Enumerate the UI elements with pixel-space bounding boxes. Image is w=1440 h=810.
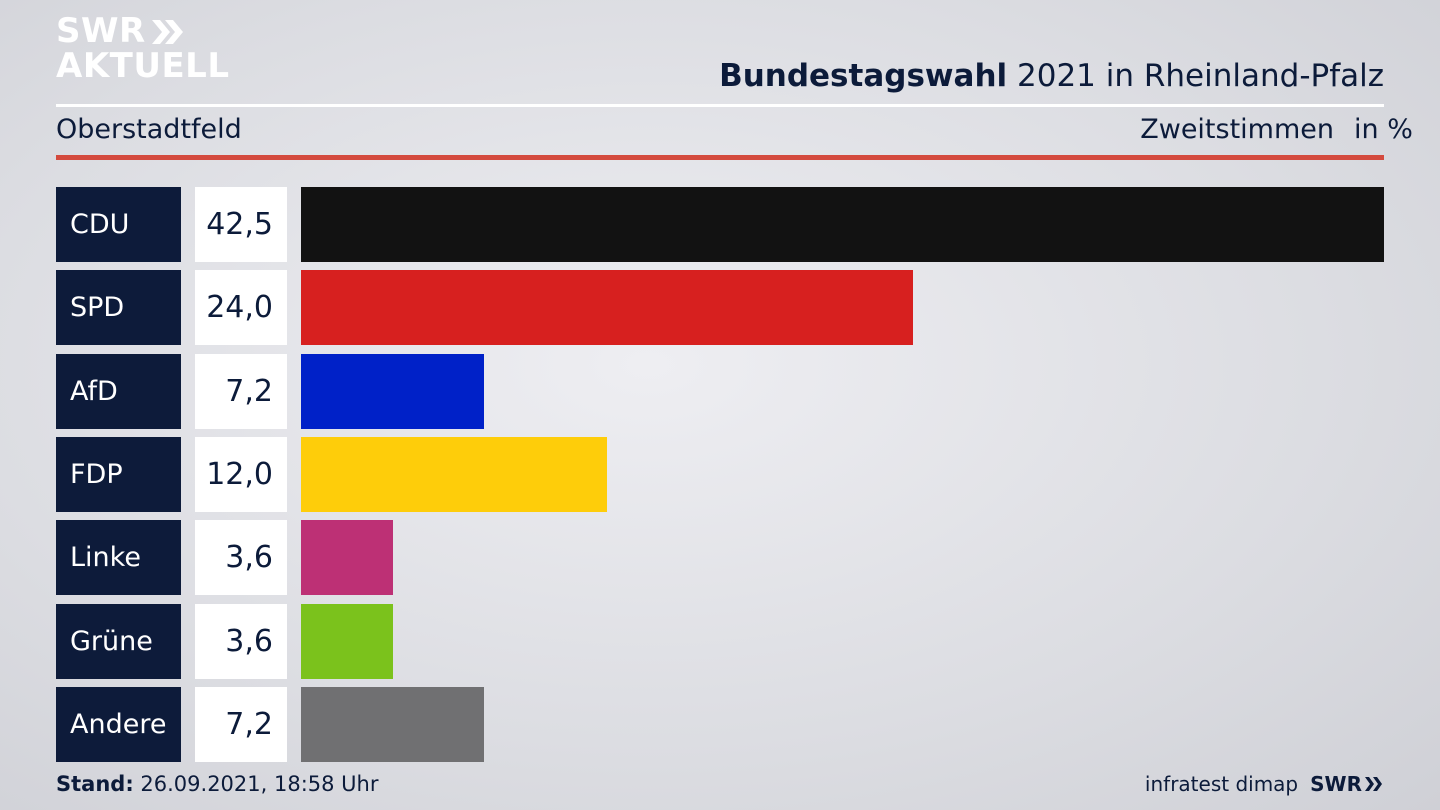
swr-brand: SWR <box>1310 772 1384 796</box>
bar <box>301 270 913 346</box>
title-bold: Bundestagswahl <box>719 58 1008 94</box>
bar <box>301 187 1384 262</box>
value-label: 7,2 <box>195 353 287 429</box>
brand-chevron-icon <box>1365 777 1382 791</box>
bar <box>301 353 484 429</box>
bar <box>301 520 393 596</box>
double-chevron-icon <box>150 17 184 47</box>
value-label: 24,0 <box>195 270 287 346</box>
party-label: FDP <box>56 436 181 512</box>
accent-divider <box>56 155 1384 160</box>
title-rest: 2021 in Rheinland-Pfalz <box>1007 58 1384 94</box>
party-label: Linke <box>56 520 181 596</box>
logo-swr-text: SWR <box>56 11 146 51</box>
party-label: Grüne <box>56 603 181 679</box>
value-label: 7,2 <box>195 686 287 762</box>
brand-text: SWR <box>1310 772 1362 796</box>
location-label: Oberstadtfeld <box>56 114 242 145</box>
header-divider <box>56 104 1384 107</box>
party-label: CDU <box>56 187 181 262</box>
page-title: Bundestagswahl 2021 in Rheinland-Pfalz <box>719 58 1384 94</box>
value-label: 12,0 <box>195 436 287 512</box>
party-label: SPD <box>56 270 181 346</box>
swr-aktuell-logo: SWR AKTUELL <box>56 14 230 84</box>
stand-label: Stand: <box>56 772 134 796</box>
bar <box>301 686 484 762</box>
metric-label: Zweitstimmen <box>1140 114 1334 145</box>
bar <box>301 436 607 512</box>
source-label: infratest dimap <box>1144 772 1299 796</box>
stand-value: 26.09.2021, 18:58 Uhr <box>133 772 379 796</box>
party-label: AfD <box>56 353 181 429</box>
footer-credits: infratest dimap SWR <box>1145 772 1384 796</box>
value-label: 3,6 <box>195 520 287 596</box>
bar <box>301 603 393 679</box>
unit-label: in % <box>1354 114 1413 145</box>
logo-aktuell-text: AKTUELL <box>56 46 230 86</box>
timestamp: Stand: 26.09.2021, 18:58 Uhr <box>56 772 379 796</box>
value-label: 42,5 <box>195 187 287 262</box>
party-label: Andere <box>56 686 181 762</box>
value-label: 3,6 <box>195 603 287 679</box>
